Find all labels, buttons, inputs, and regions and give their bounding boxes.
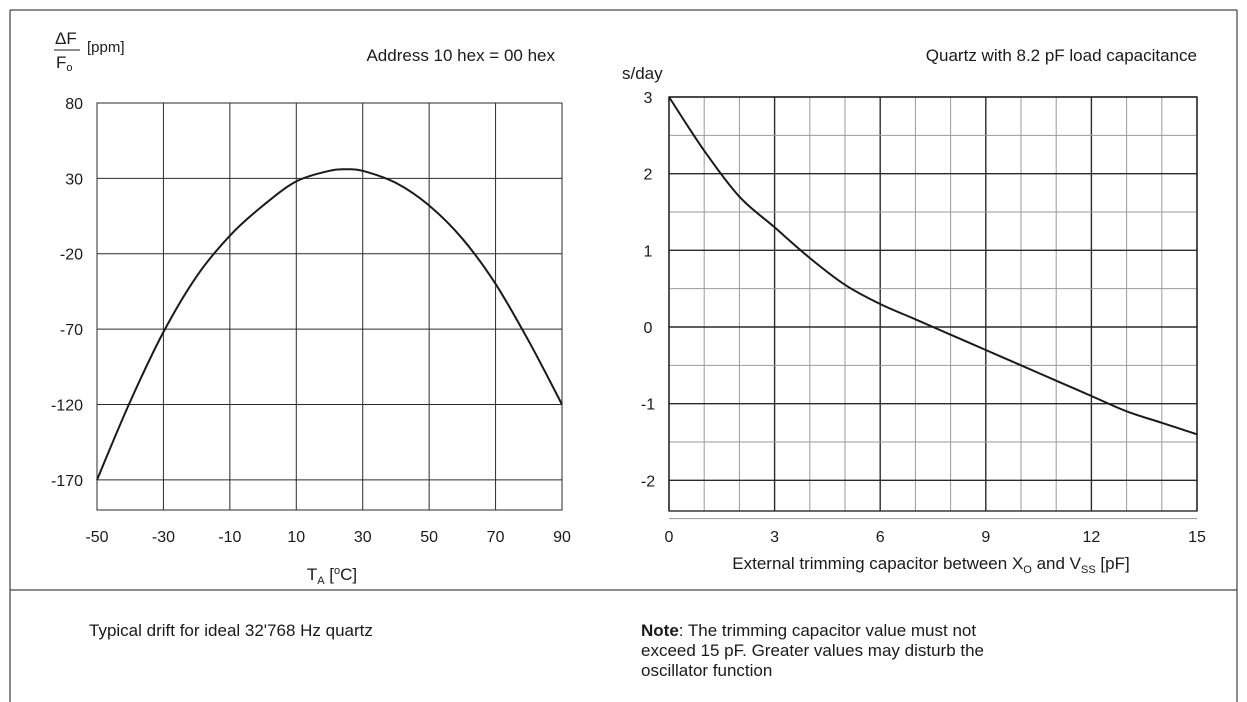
- left-x-tick-label: 70: [487, 529, 505, 546]
- left-y-tick-label: -120: [51, 397, 83, 414]
- left-y-tick-labels: 80 30 -20 -70 -120 -170: [51, 96, 83, 490]
- right-y-tick-label: -1: [641, 397, 655, 414]
- left-x-tick-labels: -50 -30 -10 10 30 50 70 90: [85, 529, 571, 546]
- left-drift-curve: [96, 168, 563, 481]
- left-chart-title: Address 10 hex = 00 hex: [366, 46, 555, 65]
- left-grid: [96, 102, 563, 511]
- right-x-tick-label: 0: [665, 529, 674, 546]
- right-y-tick-label: 2: [644, 167, 653, 184]
- left-x-tick-label: 90: [553, 529, 571, 546]
- left-xlabel-pre: [: [325, 565, 335, 584]
- right-x-tick-label: 3: [770, 529, 779, 546]
- right-chart-title: Quartz with 8.2 pF load capacitance: [926, 46, 1197, 65]
- left-y-tick-label: -70: [60, 322, 83, 339]
- left-x-tick-label: 10: [287, 529, 305, 546]
- right-y-tick-label: 1: [644, 243, 653, 260]
- left-ylabel-denominator: Fo: [56, 53, 73, 74]
- left-x-tick-label: 30: [354, 529, 372, 546]
- left-ylabel-unit: [ppm]: [87, 39, 125, 56]
- left-xlabel-sup: o: [334, 565, 340, 577]
- right-y-tick-label: 3: [644, 90, 653, 107]
- note-caption: Note: The trimming capacitor value must …: [641, 621, 1021, 681]
- left-ylabel-denominator-sub: o: [66, 62, 72, 74]
- right-x-tick-label: 6: [876, 529, 885, 546]
- left-xlabel: TA [oC]: [307, 565, 357, 587]
- left-y-tick-label: -20: [60, 247, 83, 264]
- right-y-tick-label: 0: [644, 320, 653, 337]
- right-trim-curve: [668, 96, 1198, 436]
- right-x-tick-label: 9: [981, 529, 990, 546]
- right-xlabel-sub2: SS: [1081, 564, 1096, 576]
- left-y-tick-label: 80: [65, 96, 83, 113]
- right-xlabel-mid: and V: [1032, 554, 1082, 573]
- right-grid: [668, 96, 1198, 520]
- right-xlabel-sub1: O: [1023, 564, 1032, 576]
- note-label: Note: [641, 621, 679, 640]
- left-ylabel-numerator: ΔF: [55, 29, 77, 48]
- right-x-tick-label: 15: [1188, 529, 1206, 546]
- note-text: : The trimming capacitor value must not …: [641, 621, 985, 680]
- right-ylabel: s/day: [622, 64, 663, 83]
- left-x-tick-label: -10: [218, 529, 241, 546]
- right-x-tick-labels: 0 3 6 9 12 15: [665, 529, 1206, 546]
- trimming-capacitor-chart: 3 2 1 0 -1 -2 0 3 6 9 12 15 s/day Quartz with 8.2 …: [622, 46, 1206, 576]
- right-xlabel: External trimming capacitor between XO a…: [732, 554, 1129, 576]
- right-xlabel-post: [pF]: [1096, 554, 1130, 573]
- left-x-tick-label: 50: [420, 529, 438, 546]
- right-xlabel-pre: External trimming capacitor between X: [732, 554, 1023, 573]
- right-x-tick-label: 12: [1083, 529, 1101, 546]
- left-x-tick-label: -30: [152, 529, 175, 546]
- left-ylabel-denominator-main: F: [56, 53, 66, 72]
- left-y-tick-label: 30: [65, 171, 83, 188]
- left-y-tick-label: -170: [51, 473, 83, 490]
- left-xlabel-post: C]: [340, 565, 357, 584]
- left-xlabel-sub: A: [317, 575, 325, 587]
- right-y-tick-label: -2: [641, 473, 655, 490]
- temperature-drift-chart: 80 30 -20 -70 -120 -170 -50 -30 -10 10 30 50 70 90 Δ…: [51, 29, 571, 587]
- right-y-tick-labels: 3 2 1 0 -1 -2: [641, 90, 655, 490]
- left-xlabel-main: T: [307, 565, 317, 584]
- left-caption: Typical drift for ideal 32'768 Hz quartz: [89, 621, 373, 640]
- left-plot-border: [96, 102, 563, 511]
- left-x-tick-label: -50: [85, 529, 108, 546]
- right-plot-border: [668, 96, 1198, 512]
